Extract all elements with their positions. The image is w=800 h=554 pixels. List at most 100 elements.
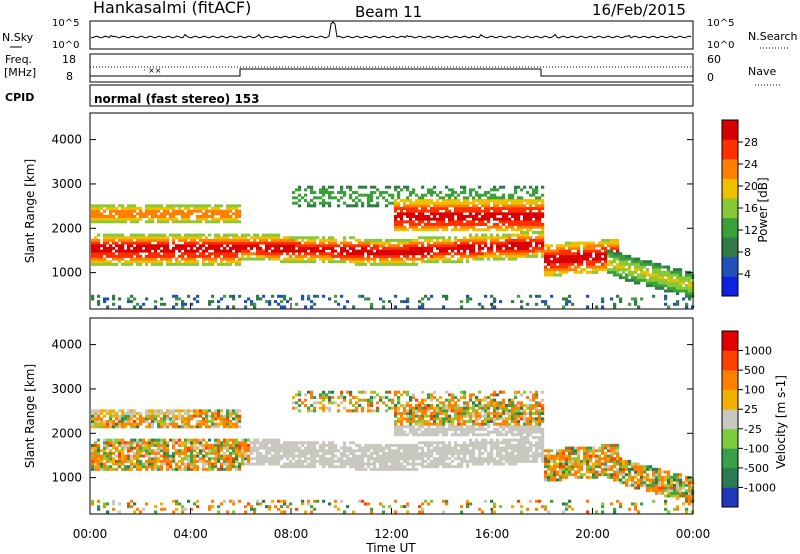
velocity-cell — [286, 451, 290, 455]
power-cell — [157, 241, 161, 245]
velocity-cell — [427, 393, 431, 397]
power-cell — [187, 209, 191, 213]
power-cell — [511, 252, 515, 256]
velocity-cell — [112, 502, 116, 506]
velocity-cell — [469, 396, 473, 400]
velocity-cell — [127, 409, 131, 413]
power-cell — [661, 265, 665, 269]
power-cell — [394, 201, 398, 205]
power-cell — [91, 246, 95, 250]
power-cell — [229, 252, 233, 256]
velocity-cell — [250, 449, 254, 453]
velocity-cell — [118, 465, 122, 469]
power-cell — [508, 249, 512, 253]
power-cell — [484, 191, 488, 195]
power-cell — [349, 241, 353, 245]
power-cell — [535, 207, 539, 210]
power-cell — [370, 196, 374, 200]
power-cell — [112, 209, 116, 213]
power-cell — [172, 252, 176, 256]
velocity-cell — [397, 465, 401, 469]
velocity-cell — [256, 451, 260, 455]
power-cell — [451, 222, 455, 226]
velocity-cell — [304, 454, 308, 458]
power-cell — [121, 252, 125, 256]
power-cell — [457, 220, 461, 224]
velocity-cell — [472, 441, 476, 445]
velocity-cell — [328, 398, 332, 402]
power-cell — [481, 209, 485, 213]
velocity-cell — [106, 409, 110, 413]
velocity-cell — [196, 499, 200, 503]
power-cell — [214, 220, 218, 224]
power-cell — [622, 276, 626, 280]
power-cell — [328, 201, 332, 205]
velocity-cell — [238, 462, 242, 466]
power-cell — [343, 254, 347, 258]
velocity-cell — [271, 446, 275, 450]
power-cell — [592, 260, 596, 264]
power-cell — [517, 241, 521, 245]
velocity-cell — [415, 422, 419, 426]
power-cell — [403, 207, 407, 210]
power-cell — [304, 260, 308, 264]
power-cell — [451, 204, 455, 208]
power-cell — [235, 241, 239, 245]
power-cell — [535, 244, 539, 248]
velocity-cell — [463, 457, 467, 461]
power-cell — [412, 260, 416, 264]
power-cell — [502, 241, 506, 245]
velocity-cell — [367, 459, 371, 463]
power-cell — [457, 212, 461, 216]
velocity-cell — [358, 390, 362, 394]
noise-tick-bottom-right: 10^0 — [707, 40, 734, 51]
power-cell — [397, 196, 401, 200]
power-cell — [241, 257, 245, 261]
velocity-cell — [301, 502, 305, 506]
velocity-cell — [301, 401, 305, 405]
power-cell — [484, 228, 488, 232]
velocity-cell — [325, 449, 329, 453]
power-cell — [313, 302, 317, 306]
velocity-cell — [412, 454, 416, 458]
power-cell — [640, 270, 644, 274]
power-cell — [184, 238, 188, 242]
power-cell — [472, 207, 476, 210]
velocity-cell — [400, 465, 404, 469]
power-cell — [496, 238, 500, 242]
velocity-cell — [214, 441, 218, 445]
power-cell — [160, 297, 164, 301]
velocity-cell — [448, 401, 452, 405]
power-cell — [139, 260, 143, 264]
power-cell — [649, 278, 653, 282]
velocity-cell — [451, 425, 455, 429]
power-cell — [598, 254, 602, 258]
power-cell — [358, 254, 362, 258]
power-cell — [379, 249, 383, 253]
power-cell — [118, 252, 122, 256]
velocity-cell — [184, 409, 188, 413]
power-cell — [334, 294, 338, 298]
velocity-cell — [232, 441, 236, 445]
velocity-cell — [379, 457, 383, 461]
power-cell — [220, 241, 224, 245]
velocity-cell — [340, 454, 344, 458]
power-cell — [448, 244, 452, 248]
power-cell — [337, 252, 341, 256]
velocity-cell — [217, 457, 221, 461]
power-cell — [463, 236, 467, 240]
velocity-cell — [394, 419, 398, 423]
power-cell — [445, 238, 449, 242]
power-cell — [235, 246, 239, 250]
velocity-cell — [316, 459, 320, 463]
velocity-cell — [436, 398, 440, 402]
power-cell — [457, 252, 461, 256]
velocity-cell — [328, 401, 332, 405]
velocity-cell — [202, 443, 206, 447]
power-cell — [103, 244, 107, 248]
velocity-cell — [385, 454, 389, 458]
power-cell — [433, 244, 437, 248]
power-cell — [487, 254, 491, 258]
power-cell — [130, 236, 134, 240]
power-cell — [442, 204, 446, 208]
